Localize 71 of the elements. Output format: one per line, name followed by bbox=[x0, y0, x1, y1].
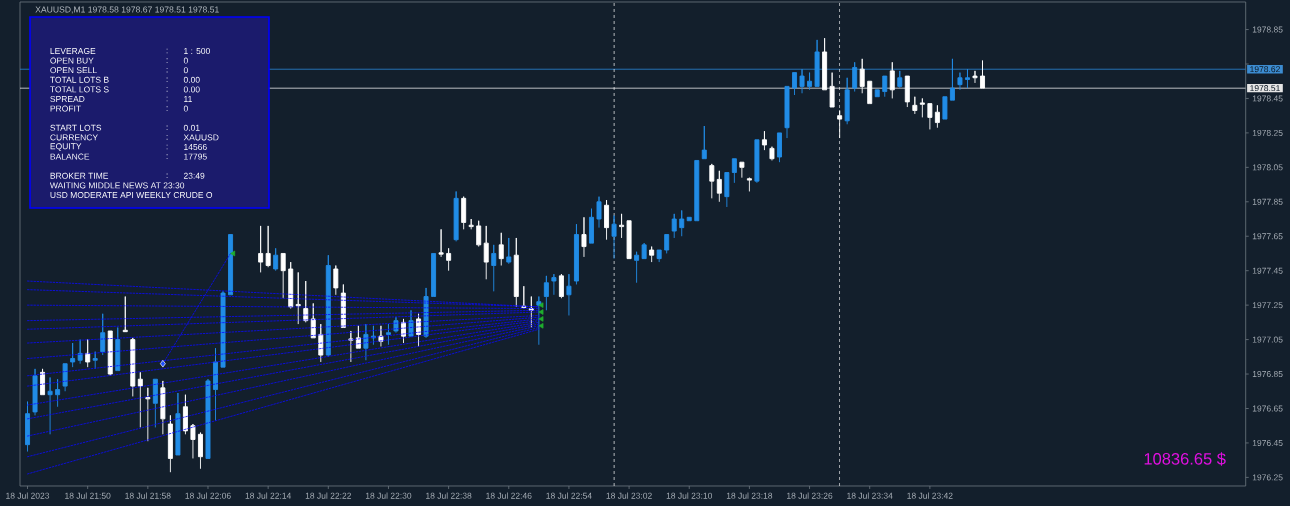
annotation: : bbox=[166, 154, 168, 159]
x-tick-label: 18 Jul 23:18 bbox=[726, 492, 773, 499]
y-tick-label: 1977.05 bbox=[1252, 336, 1283, 343]
annotation: : bbox=[166, 87, 168, 92]
annotation: 17795 bbox=[184, 153, 207, 160]
y-tick-label: 1978.45 bbox=[1252, 95, 1283, 102]
annotation: : bbox=[166, 58, 168, 63]
x-tick-label: 18 Jul 23:42 bbox=[907, 492, 953, 499]
annotation: START LOTS bbox=[50, 124, 102, 131]
y-tick-label: 1978.05 bbox=[1252, 164, 1283, 171]
annotation: 14566 bbox=[184, 144, 207, 150]
annotation: TOTAL LOTS S bbox=[50, 86, 109, 93]
annotation: PROFIT bbox=[50, 105, 81, 112]
y-tick-label: 1977.65 bbox=[1252, 233, 1283, 240]
annotation: 0 bbox=[183, 67, 188, 74]
ref-line-label: 1978.51 bbox=[1250, 85, 1280, 92]
ref-line-label: 1978.62 bbox=[1250, 66, 1280, 73]
annotation: BALANCE bbox=[50, 153, 90, 160]
x-tick-label: 18 Jul 23:10 bbox=[666, 492, 713, 499]
annotation: : bbox=[166, 96, 168, 102]
annotation: 0 bbox=[183, 57, 188, 64]
x-tick-label: 18 Jul 22:46 bbox=[486, 492, 532, 499]
annotation: : bbox=[166, 48, 168, 54]
annotation: EQUITY bbox=[50, 143, 82, 151]
annotation: 0.01 bbox=[183, 124, 200, 131]
x-tick-label: 18 Jul 22:54 bbox=[546, 492, 592, 499]
x-tick-label: 18 Jul 2023 bbox=[6, 492, 50, 499]
annotation: 11 bbox=[184, 96, 192, 102]
annotation: 0 bbox=[183, 105, 188, 112]
y-tick-label: 1977.85 bbox=[1252, 198, 1283, 205]
annotation: 0.00 bbox=[183, 86, 200, 93]
annotation: LEVERAGE bbox=[50, 47, 96, 54]
chart-title: XAUUSD,M1 1978.58 1978.67 1978.51 1978.51 bbox=[35, 6, 219, 14]
annotation: USD MODERATE API WEEKLY CRUDE O bbox=[50, 191, 213, 198]
y-tick-label: 1978.25 bbox=[1252, 129, 1283, 136]
annotation: SPREAD bbox=[50, 95, 85, 102]
annotation: XAUUSD bbox=[183, 134, 219, 141]
x-tick-label: 18 Jul 23:34 bbox=[847, 492, 893, 499]
y-tick-label: 1977.45 bbox=[1252, 267, 1283, 274]
x-tick-label: 18 Jul 23:02 bbox=[606, 492, 652, 499]
annotation: WAITING MIDDLE NEWS AT 23:30 bbox=[49, 182, 185, 189]
annotation: : bbox=[166, 125, 168, 131]
x-tick-label: 18 Jul 22:22 bbox=[305, 492, 352, 499]
x-tick-label: 18 Jul 21:50 bbox=[65, 492, 111, 499]
annotation: : bbox=[166, 144, 168, 150]
y-tick-label: 1976.25 bbox=[1252, 474, 1283, 481]
x-tick-label: 18 Jul 22:14 bbox=[245, 492, 292, 499]
x-tick-label: 18 Jul 21:58 bbox=[125, 492, 171, 499]
annotation: BROKER TIME bbox=[50, 172, 109, 179]
y-tick-label: 1978.85 bbox=[1252, 26, 1283, 33]
annotation: 1 : 500 bbox=[184, 47, 210, 54]
x-tick-label: 18 Jul 22:38 bbox=[426, 492, 472, 499]
annotation: 0.00 bbox=[183, 76, 200, 83]
x-tick-label: 18 Jul 22:30 bbox=[365, 492, 412, 499]
annotation: : bbox=[166, 77, 168, 83]
x-tick-label: 18 Jul 23:26 bbox=[787, 492, 833, 499]
annotation: OPEN SELL bbox=[50, 67, 97, 74]
annotation: OPEN BUY bbox=[50, 57, 94, 64]
annotation: : bbox=[166, 135, 168, 140]
y-tick-label: 1976.85 bbox=[1252, 371, 1283, 378]
annotation: TOTAL LOTS B bbox=[50, 76, 109, 83]
x-tick-label: 18 Jul 22:06 bbox=[185, 492, 231, 499]
y-tick-label: 1976.45 bbox=[1252, 439, 1283, 446]
y-tick-label: 1977.25 bbox=[1252, 302, 1283, 309]
y-tick-label: 1976.65 bbox=[1252, 405, 1283, 412]
annotation: 10836.65 $ bbox=[1144, 452, 1226, 466]
annotation: 23:49 bbox=[183, 172, 205, 179]
annotation: : bbox=[166, 173, 168, 179]
annotation: : bbox=[166, 106, 168, 111]
annotation: : bbox=[166, 67, 168, 73]
annotation: CURRENCY bbox=[50, 134, 98, 141]
